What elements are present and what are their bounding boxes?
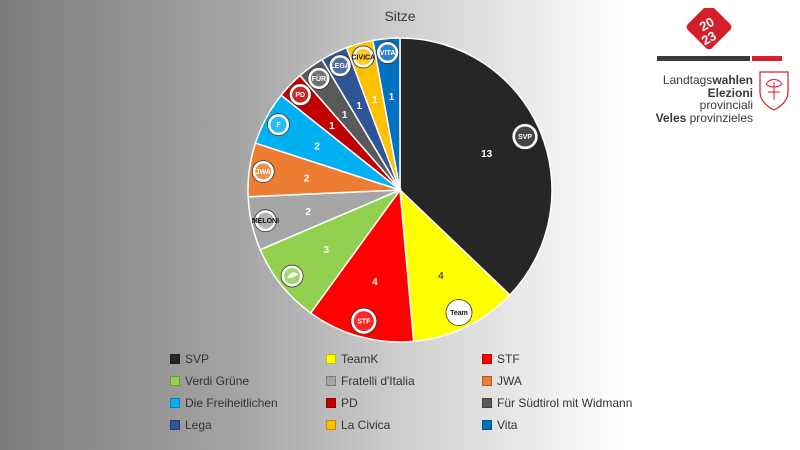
data-label-verdi-grune: 3 <box>324 245 330 256</box>
logo-line2-bold: Elezioni <box>707 85 753 100</box>
data-label-die-freiheitlichen: 2 <box>314 141 320 152</box>
legend-item-stf: STF <box>482 349 642 369</box>
logo-line3-light: provinzieles <box>686 110 753 125</box>
party-logo-vita-icon: VITA <box>376 41 400 64</box>
legend-swatch <box>482 420 492 430</box>
legend-item-verdi-grune: Verdi Grüne <box>170 371 326 391</box>
party-logo-text: PD <box>295 92 305 99</box>
party-logo-text: MELONI <box>252 218 279 225</box>
legend-item-vita: Vita <box>482 415 642 435</box>
party-logo-text: LEGA <box>330 63 349 70</box>
data-label-svp: 13 <box>481 149 493 160</box>
legend-item-fratelli-d-italia: Fratelli d'Italia <box>326 371 482 391</box>
legend-swatch <box>326 354 336 364</box>
logo-text: Landtagswahlen Elezioni provinciali Vele… <box>655 74 753 124</box>
logo-year-bottom: 23 <box>699 28 719 48</box>
legend-item-la-civica: La Civica <box>326 415 482 435</box>
legend-label: La Civica <box>341 418 391 432</box>
legend-item-pd: PD <box>326 393 482 413</box>
chart-title: Sitze <box>384 8 416 24</box>
pie-slice-svp <box>399 37 553 297</box>
party-logo-text: SVP <box>518 134 532 141</box>
legend-label: Fratelli d'Italia <box>341 374 415 388</box>
legend-label: Die Freiheitlichen <box>185 396 278 410</box>
data-label-la-civica: 1 <box>372 95 378 106</box>
party-logo-jwa-icon: JWA <box>251 160 275 183</box>
party-logo-fur-sudtirol-mit-widmann-icon: FÜR <box>307 66 331 90</box>
legend-label: JWA <box>497 374 522 388</box>
legend-label: Lega <box>185 418 212 432</box>
data-label-vita: 1 <box>389 92 395 103</box>
legend-swatch <box>326 420 336 430</box>
data-label-teamk: 4 <box>438 271 444 282</box>
legend-item-svp: SVP <box>170 349 326 369</box>
party-logo-fratelli-d-italia-icon: MELONI <box>252 209 279 233</box>
party-logo-text: Team <box>450 310 468 317</box>
legend-swatch <box>170 420 180 430</box>
legend-swatch <box>326 398 336 408</box>
legend-label: TeamK <box>341 352 379 366</box>
party-logo-verdi-grune-icon <box>280 264 304 288</box>
party-logo-svp-icon: SVP <box>511 123 539 150</box>
data-label-fratelli-d-italia: 2 <box>305 207 311 218</box>
legend-label: Verdi Grüne <box>185 374 250 388</box>
party-logo-text: CIVICA <box>351 54 375 61</box>
party-logo-text: F <box>276 122 281 129</box>
legend-label: PD <box>341 396 358 410</box>
legend: SVP TeamK STF Verdi Grüne Fratelli d'Italia J… <box>170 349 650 435</box>
legend-item-lega: Lega <box>170 415 326 435</box>
logo-line1-light: Landtags <box>662 73 713 87</box>
data-label-lega: 1 <box>356 101 362 112</box>
logo-cube-icon: 20 23 <box>686 4 732 50</box>
pie-slice-stf <box>309 187 415 343</box>
legend-item-jwa: JWA <box>482 371 642 391</box>
data-label-pd: 1 <box>329 121 335 132</box>
party-logo-stf-icon: STF <box>350 307 378 335</box>
election-logo: 20 23 <box>640 4 800 128</box>
pie-slice-vita <box>371 37 401 191</box>
legend-swatch <box>170 354 180 364</box>
legend-label: Für Südtirol mit Widmann <box>497 396 633 410</box>
pie-slice-teamk <box>399 188 511 343</box>
party-logo-die-freiheitlichen-icon: F <box>267 113 290 137</box>
party-logo-pd-icon: PD <box>288 83 312 107</box>
legend-swatch <box>482 376 492 386</box>
data-label-fur-sudtirol-mit-widmann: 1 <box>342 110 348 121</box>
party-logo-la-civica-icon: CIVICA <box>351 45 375 69</box>
legend-swatch <box>482 354 492 364</box>
legend-swatch <box>170 398 180 408</box>
party-logo-text: FÜR <box>312 74 326 83</box>
party-logo-text: STF <box>357 319 371 326</box>
party-logo-teamk-icon: Team <box>445 299 473 326</box>
legend-label: STF <box>497 352 520 366</box>
logo-line3-bold: Veles <box>655 110 687 125</box>
party-logo-lega-icon: LEGA <box>328 54 352 78</box>
party-logo-text: VITA <box>380 50 395 57</box>
party-logo-text: JWA <box>256 169 271 176</box>
logo-bar-red <box>752 56 782 61</box>
legend-swatch <box>170 376 180 386</box>
legend-label: Vita <box>497 418 518 432</box>
legend-item-fur-sudtirol-mit-widmann: Für Südtirol mit Widmann <box>482 393 642 413</box>
legend-swatch <box>326 376 336 386</box>
logo-line2-light: provinciali <box>699 98 753 112</box>
legend-item-die-freiheitlichen: Die Freiheitlichen <box>170 393 326 413</box>
data-label-jwa: 2 <box>304 173 310 184</box>
coat-of-arms-icon <box>759 71 789 111</box>
logo-line1-bold: wahlen <box>712 73 753 87</box>
logo-year-top: 20 <box>697 14 717 34</box>
logo-bar-dark <box>657 56 750 61</box>
legend-swatch <box>482 398 492 408</box>
legend-item-teamk: TeamK <box>326 349 482 369</box>
legend-label: SVP <box>185 352 210 366</box>
data-label-stf: 4 <box>372 277 378 288</box>
